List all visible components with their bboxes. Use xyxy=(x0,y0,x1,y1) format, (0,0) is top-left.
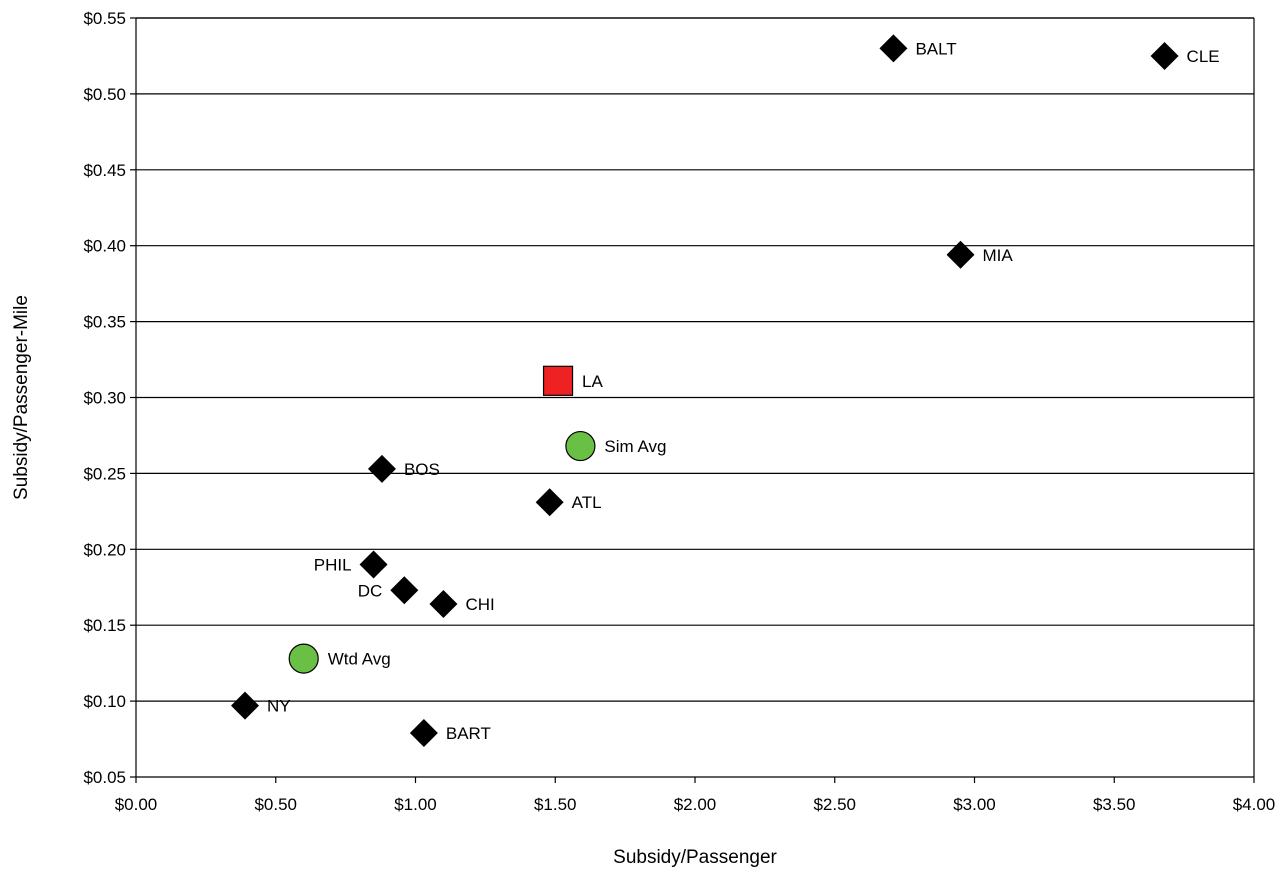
point-phil xyxy=(359,550,388,579)
point-label-dc: DC xyxy=(358,581,383,600)
point-wtd-avg xyxy=(288,643,319,674)
point-label-phil: PHIL xyxy=(314,555,352,574)
point-label-atl: ATL xyxy=(572,493,602,512)
y-tick-label: $0.10 xyxy=(83,692,126,711)
point-atl xyxy=(535,488,564,517)
y-tick-label: $0.25 xyxy=(83,464,126,483)
point-chi xyxy=(429,589,458,618)
y-tick-label: $0.20 xyxy=(83,540,126,559)
point-dc xyxy=(390,576,419,605)
y-tick-label: $0.50 xyxy=(83,85,126,104)
y-tick-label: $0.40 xyxy=(83,237,126,256)
point-label-cle: CLE xyxy=(1187,47,1220,66)
gridlines xyxy=(136,17,1254,702)
x-tick-label: $0.50 xyxy=(254,795,297,814)
x-axis-title: Subsidy/Passenger xyxy=(613,847,777,868)
x-tick-label: $0.00 xyxy=(115,795,158,814)
x-tick-label: $3.00 xyxy=(953,795,996,814)
point-label-bart: BART xyxy=(446,724,491,743)
x-tick-label: $2.50 xyxy=(813,795,856,814)
point-label-mia: MIA xyxy=(983,246,1014,265)
point-label-chi: CHI xyxy=(465,595,494,614)
y-tick-label: $0.05 xyxy=(83,768,126,787)
y-tick-label: $0.15 xyxy=(83,616,126,635)
point-label-bos: BOS xyxy=(404,460,440,479)
x-tick-label: $2.00 xyxy=(674,795,717,814)
point-balt xyxy=(879,34,908,63)
point-ny xyxy=(231,691,260,720)
point-bart xyxy=(409,718,438,747)
point-mia xyxy=(946,240,975,269)
point-label-wtd-avg: Wtd Avg xyxy=(328,650,391,669)
y-tick-label: $0.45 xyxy=(83,161,126,180)
point-bos xyxy=(367,454,396,483)
point-label-la: LA xyxy=(582,372,603,391)
y-tick-label: $0.35 xyxy=(83,313,126,332)
point-label-sim-avg: Sim Avg xyxy=(604,437,666,456)
tick-labels: $0.05 $0.10 $0.15 $0.20 $0.25 $0.30 $0.35 $0.40… xyxy=(83,9,1275,814)
x-tick-label: $3.50 xyxy=(1093,795,1136,814)
axes xyxy=(130,17,1255,783)
data-points xyxy=(231,34,1179,747)
y-tick-label: $0.30 xyxy=(83,389,126,408)
point-cle xyxy=(1150,41,1179,70)
point-la xyxy=(542,365,574,396)
x-tick-label: $1.00 xyxy=(394,795,437,814)
point-label-balt: BALT xyxy=(915,39,956,58)
point-label-ny: NY xyxy=(267,697,291,716)
x-tick-label: $1.50 xyxy=(534,795,577,814)
point-sim-avg xyxy=(565,430,596,462)
point-labels: BALT CLE MIA LA Sim Avg BOS ATL PHIL DC CHI Wtd Av… xyxy=(267,39,1220,743)
x-tick-label: $4.00 xyxy=(1233,795,1276,814)
y-axis-title: Subsidy/Passenger-Mile xyxy=(11,295,32,500)
y-tick-label: $0.55 xyxy=(83,9,126,28)
